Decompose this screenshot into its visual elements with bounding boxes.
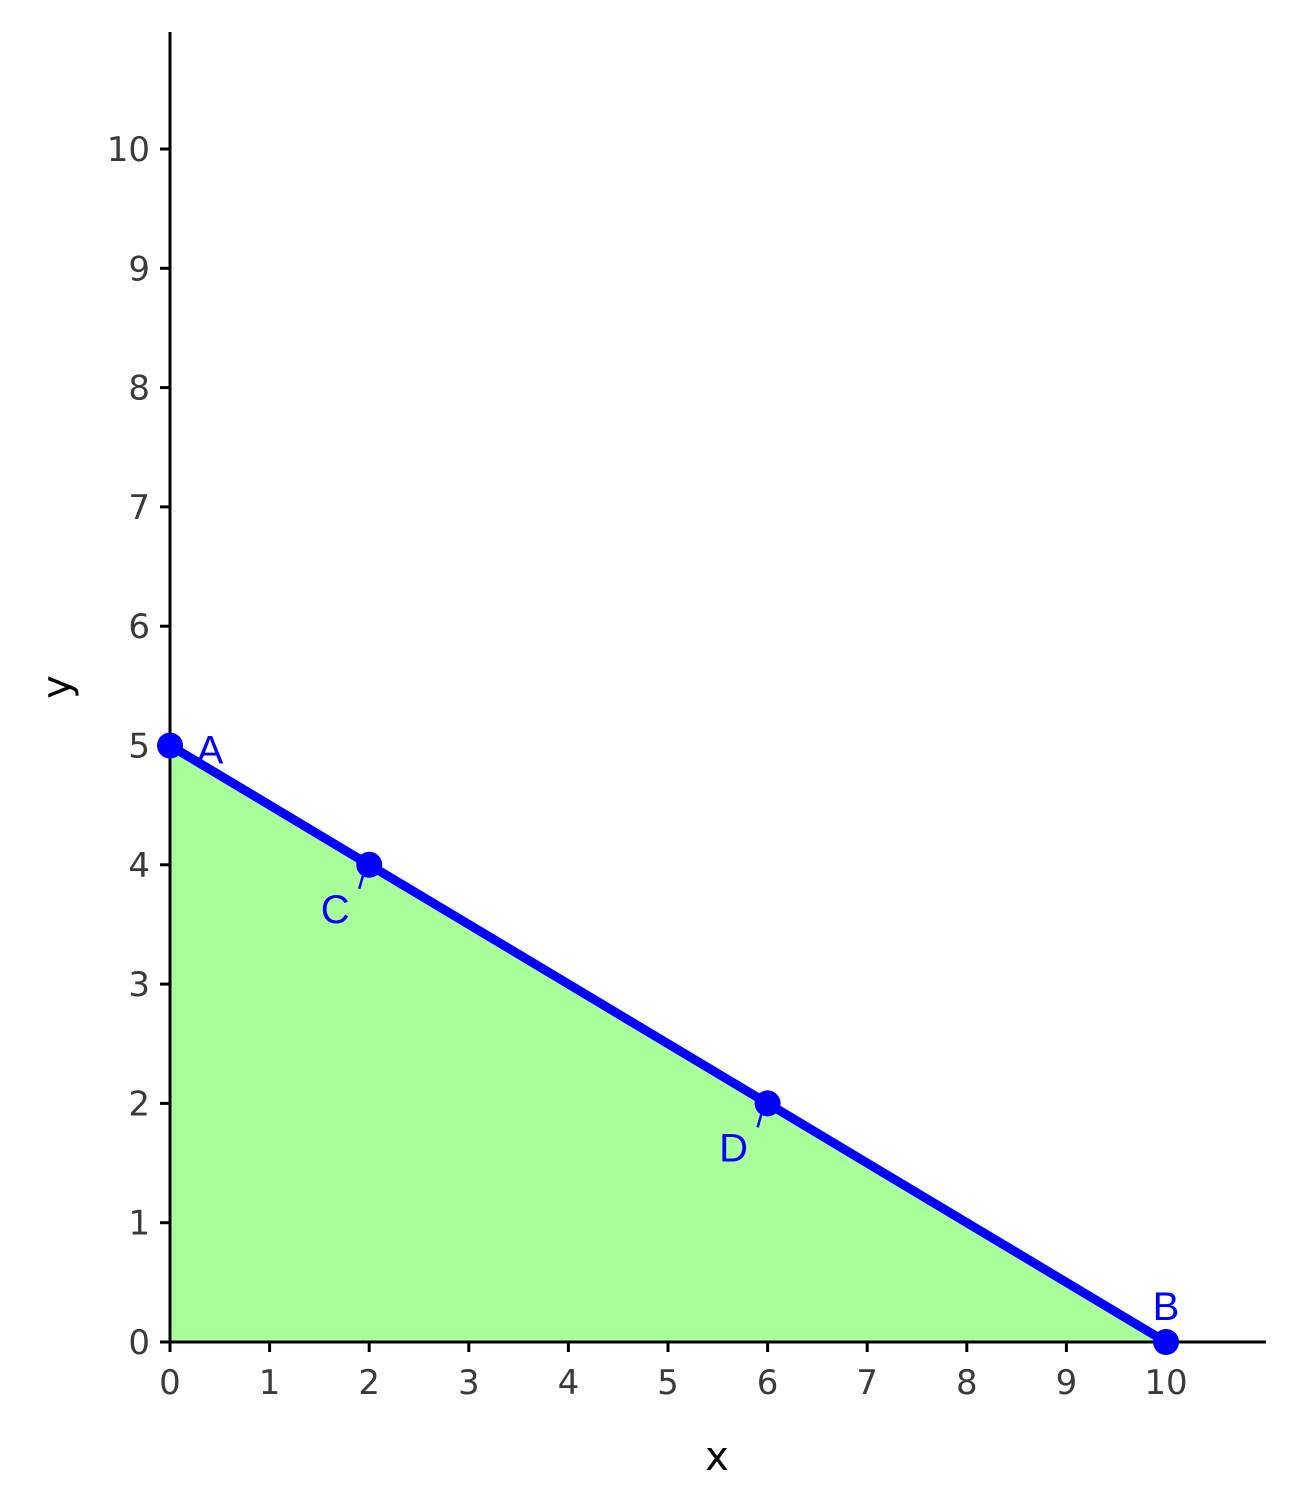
y-tick-label-5: 5	[128, 727, 150, 767]
x-axis-title: x	[705, 1434, 729, 1480]
x-tick-label-9: 9	[1056, 1363, 1078, 1403]
point-d	[754, 1090, 781, 1117]
point-a	[157, 732, 183, 759]
y-tick-label-8: 8	[128, 369, 150, 409]
x-tick-label-3: 3	[458, 1363, 480, 1403]
x-tick-label-6: 6	[757, 1363, 779, 1403]
x-tick-label-7: 7	[856, 1363, 878, 1403]
y-tick-label-0: 0	[128, 1323, 150, 1363]
point-label-a: A	[197, 729, 224, 773]
point-leader-d	[756, 1113, 763, 1128]
series-line-0	[167, 741, 1169, 1346]
point-label-c: C	[321, 888, 350, 932]
y-tick-label-10: 10	[107, 130, 150, 170]
point-leader-c	[357, 874, 365, 890]
x-tick-label-1: 1	[259, 1363, 281, 1403]
y-tick-label-3: 3	[128, 965, 150, 1005]
axes-layer	[168, 32, 1266, 1344]
y-tick-label-4: 4	[128, 846, 150, 886]
points-layer: A C D B	[157, 729, 1180, 1355]
y-tick-label-2: 2	[128, 1084, 150, 1124]
series-layer	[167, 741, 1169, 1346]
x-tick-label-5: 5	[657, 1363, 679, 1403]
y-tick-label-6: 6	[128, 607, 150, 647]
x-tick-label-2: 2	[358, 1363, 380, 1403]
point-c	[356, 851, 383, 878]
point-label-d: D	[719, 1126, 748, 1170]
y-tick-label-7: 7	[128, 488, 150, 528]
y-tick-label-9: 9	[128, 249, 150, 289]
x-tick-label-0: 0	[159, 1363, 181, 1403]
x-tick-label-8: 8	[956, 1363, 978, 1403]
x-tick-label-4: 4	[558, 1363, 580, 1403]
x-tick-label-10: 10	[1144, 1363, 1187, 1403]
point-b	[1153, 1329, 1179, 1355]
y-tick-label-1: 1	[128, 1204, 150, 1244]
ticks-layer: 0 1 2 3 4 5 6 7 8 9 10 0 1 2 3 4 5 6 7 8 9 10	[107, 130, 1188, 1403]
y-axis-title: y	[34, 675, 80, 699]
point-label-b: B	[1153, 1285, 1180, 1329]
